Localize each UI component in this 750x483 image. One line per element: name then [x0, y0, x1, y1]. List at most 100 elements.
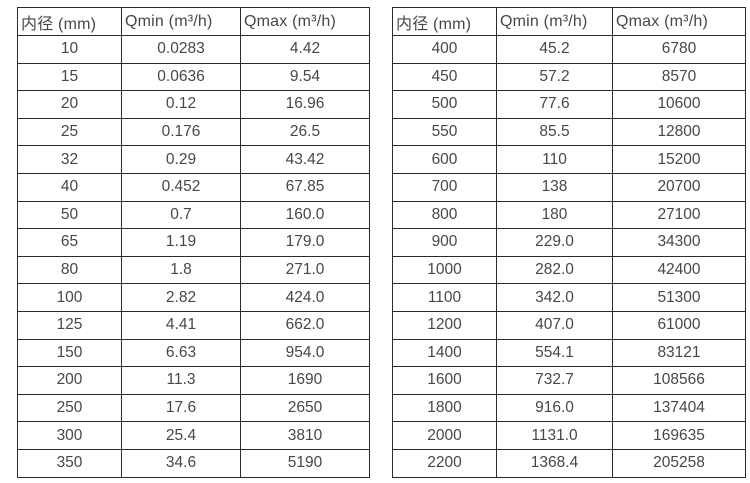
table-cell: 43.42 — [240, 145, 370, 174]
table-row: 1400 554.1 83121 — [392, 338, 746, 368]
table-cell: 83121 — [612, 338, 746, 368]
table-cell: 1131.0 — [496, 421, 613, 450]
table-cell: 108566 — [612, 366, 746, 395]
table-cell: 3810 — [240, 421, 370, 450]
table-cell: 554.1 — [496, 338, 613, 368]
table-cell: 916.0 — [496, 393, 613, 423]
table-cell: 0.0636 — [121, 62, 241, 92]
table-cell: 50 — [17, 200, 122, 230]
table-row: 150 6.63 954.0 — [17, 338, 370, 368]
table-cell: 125 — [17, 310, 122, 340]
table-cell: 15 — [17, 62, 122, 92]
table-cell: 27100 — [612, 200, 746, 230]
table-cell: 0.12 — [121, 90, 241, 119]
table-row: 1000 282.0 42400 — [392, 255, 746, 285]
table-row: 10 0.0283 4.42 — [17, 35, 370, 64]
table-cell: 45.2 — [496, 35, 613, 64]
table-row: 2000 1131.0 169635 — [392, 421, 746, 450]
table-row: 600 110 15200 — [392, 145, 746, 174]
table-row: 1800 916.0 137404 — [392, 393, 746, 423]
column-header: Qmin (m³/h) — [121, 7, 241, 36]
table-cell: 342.0 — [496, 283, 613, 312]
table-cell: 85.5 — [496, 117, 613, 147]
table-cell: 137404 — [612, 393, 746, 423]
table-row: 400 45.2 6780 — [392, 35, 746, 64]
table-cell: 424.0 — [240, 283, 370, 312]
table-row: 450 57.2 8570 — [392, 62, 746, 92]
table-row: 500 77.6 10600 — [392, 90, 746, 119]
table-cell: 57.2 — [496, 62, 613, 92]
table-cell: 1200 — [392, 310, 497, 340]
table-cell: 34.6 — [121, 448, 241, 478]
table-cell: 350 — [17, 448, 122, 478]
table-cell: 25 — [17, 117, 122, 147]
table-cell: 1000 — [392, 255, 497, 285]
table-cell: 26.5 — [240, 117, 370, 147]
table-cell: 15200 — [612, 145, 746, 174]
table-cell: 40 — [17, 172, 122, 202]
table-cell: 6.63 — [121, 338, 241, 368]
table-row: 300 25.4 3810 — [17, 421, 370, 450]
table-cell: 0.7 — [121, 200, 241, 230]
flow-spec-table-large-diameters: 内径 (mm) Qmin (m³/h) Qmax (m³/h) 400 45.2 6780… — [392, 7, 746, 478]
table-cell: 34300 — [612, 228, 746, 257]
table-cell: 179.0 — [240, 228, 370, 257]
table-row: 700 138 20700 — [392, 172, 746, 202]
table-row: 25 0.176 26.5 — [17, 117, 370, 147]
flow-spec-table-small-diameters: 内径 (mm) Qmin (m³/h) Qmax (m³/h) 10 0.0283 4.4… — [17, 7, 370, 478]
table-row: 250 17.6 2650 — [17, 393, 370, 423]
table-cell: 2.82 — [121, 283, 241, 312]
table-cell: 1.8 — [121, 255, 241, 285]
table-cell: 9.54 — [240, 62, 370, 92]
table-row: 65 1.19 179.0 — [17, 228, 370, 257]
table-cell: 1.19 — [121, 228, 241, 257]
table-cell: 2000 — [392, 421, 497, 450]
table-cell: 16.96 — [240, 90, 370, 119]
table-cell: 25.4 — [121, 421, 241, 450]
table-cell: 1100 — [392, 283, 497, 312]
column-header: Qmax (m³/h) — [612, 7, 746, 36]
table-cell: 205258 — [612, 448, 746, 478]
table-row: 350 34.6 5190 — [17, 448, 370, 478]
table-row: 100 2.82 424.0 — [17, 283, 370, 312]
table-cell: 500 — [392, 90, 497, 119]
table-cell: 8570 — [612, 62, 746, 92]
table-cell: 100 — [17, 283, 122, 312]
table-cell: 450 — [392, 62, 497, 92]
table-cell: 67.85 — [240, 172, 370, 202]
table-row: 20 0.12 16.96 — [17, 90, 370, 119]
table-cell: 10600 — [612, 90, 746, 119]
table-row: 800 180 27100 — [392, 200, 746, 230]
header-row: 内径 (mm) Qmin (m³/h) Qmax (m³/h) — [17, 7, 370, 36]
column-header: 内径 (mm) — [17, 7, 122, 36]
table-cell: 77.6 — [496, 90, 613, 119]
table-row: 2200 1368.4 205258 — [392, 448, 746, 478]
table-cell: 160.0 — [240, 200, 370, 230]
table-cell: 2650 — [240, 393, 370, 423]
table-cell: 6780 — [612, 35, 746, 64]
table-row: 900 229.0 34300 — [392, 228, 746, 257]
table-row: 15 0.0636 9.54 — [17, 62, 370, 92]
table-cell: 250 — [17, 393, 122, 423]
table-cell: 20 — [17, 90, 122, 119]
table-row: 80 1.8 271.0 — [17, 255, 370, 285]
table-cell: 271.0 — [240, 255, 370, 285]
table-row: 40 0.452 67.85 — [17, 172, 370, 202]
table-cell: 80 — [17, 255, 122, 285]
table-cell: 5190 — [240, 448, 370, 478]
table-cell: 407.0 — [496, 310, 613, 340]
table-cell: 61000 — [612, 310, 746, 340]
table-cell: 300 — [17, 421, 122, 450]
table-cell: 10 — [17, 35, 122, 64]
table-row: 125 4.41 662.0 — [17, 310, 370, 340]
table-cell: 1690 — [240, 366, 370, 395]
table-cell: 110 — [496, 145, 613, 174]
column-header: Qmin (m³/h) — [496, 7, 613, 36]
table-row: 1100 342.0 51300 — [392, 283, 746, 312]
table-cell: 65 — [17, 228, 122, 257]
header-row: 内径 (mm) Qmin (m³/h) Qmax (m³/h) — [392, 7, 746, 36]
table-cell: 200 — [17, 366, 122, 395]
table-row: 200 11.3 1690 — [17, 366, 370, 395]
table-row: 50 0.7 160.0 — [17, 200, 370, 230]
table-cell: 0.29 — [121, 145, 241, 174]
